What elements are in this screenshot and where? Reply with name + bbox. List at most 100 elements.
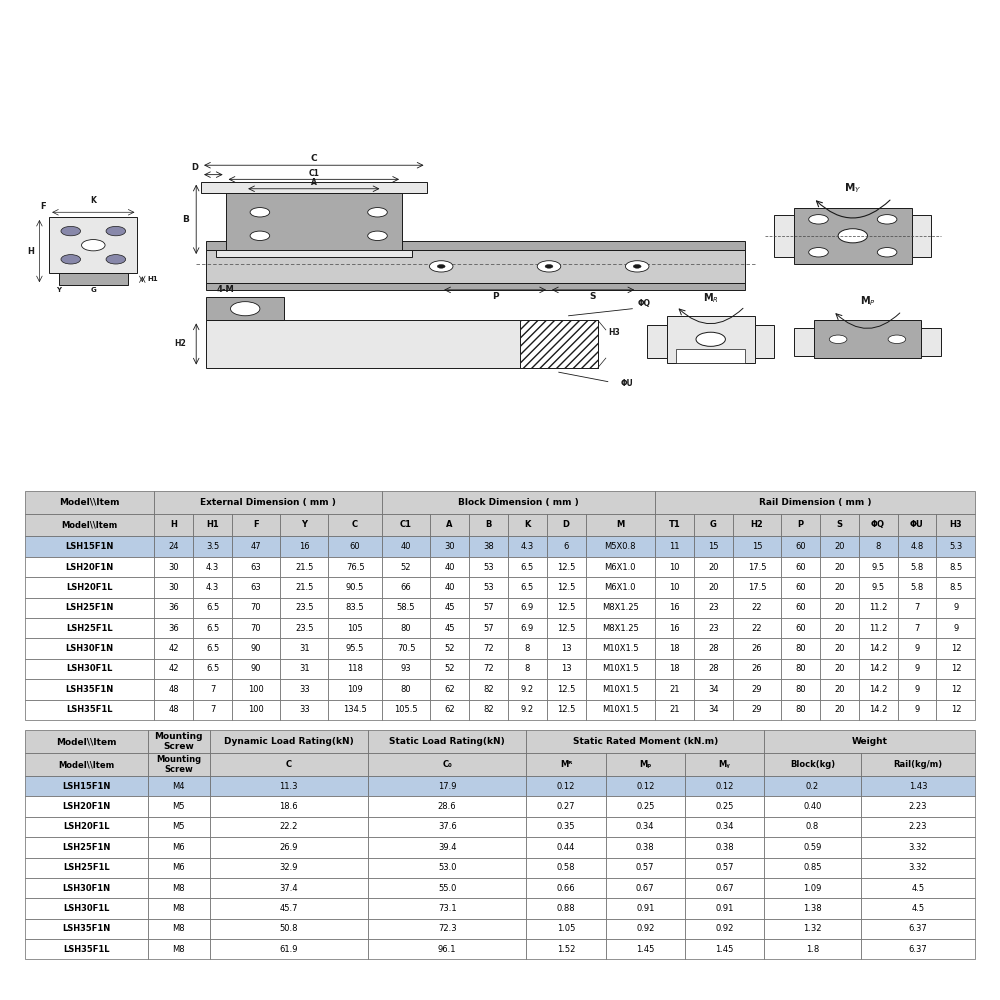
Text: 20: 20 — [834, 664, 844, 673]
Text: 13: 13 — [561, 644, 571, 653]
Bar — [232, 618, 280, 638]
Bar — [861, 837, 975, 858]
Bar — [526, 776, 606, 796]
Text: Mounting
Screw: Mounting Screw — [156, 755, 201, 774]
Text: 0.12: 0.12 — [715, 782, 734, 791]
Bar — [210, 939, 368, 959]
Text: D: D — [191, 163, 198, 172]
Bar — [936, 618, 975, 638]
Text: LSH20F1N: LSH20F1N — [62, 802, 110, 811]
Bar — [655, 557, 694, 577]
Bar — [154, 618, 193, 638]
Bar — [733, 598, 781, 618]
Text: 62: 62 — [444, 685, 455, 694]
Text: 105: 105 — [347, 624, 363, 633]
Bar — [586, 557, 655, 577]
Bar — [25, 858, 148, 878]
Text: 0.44: 0.44 — [557, 843, 575, 852]
Text: 23.5: 23.5 — [295, 624, 313, 633]
Circle shape — [61, 226, 81, 236]
Bar — [586, 514, 655, 536]
Text: 28: 28 — [708, 664, 719, 673]
Bar — [148, 817, 210, 837]
Bar — [154, 659, 193, 679]
Text: Static Load Rating(kN): Static Load Rating(kN) — [389, 737, 505, 746]
Bar — [814, 320, 921, 358]
Text: 34: 34 — [708, 685, 719, 694]
Bar — [547, 598, 586, 618]
Text: H1: H1 — [147, 276, 158, 282]
Text: M$_Y$: M$_Y$ — [844, 181, 861, 195]
Bar — [694, 618, 733, 638]
Bar — [25, 618, 154, 638]
Bar — [936, 638, 975, 659]
Bar — [232, 577, 280, 598]
Bar — [25, 919, 148, 939]
Circle shape — [82, 240, 105, 251]
Bar — [781, 577, 820, 598]
Text: C: C — [352, 520, 358, 529]
Text: M8: M8 — [172, 884, 185, 893]
Text: 90: 90 — [251, 664, 261, 673]
Bar — [508, 577, 547, 598]
Text: 12.5: 12.5 — [557, 603, 575, 612]
Bar — [781, 700, 820, 720]
Bar — [898, 700, 936, 720]
Bar — [547, 638, 586, 659]
Circle shape — [106, 226, 126, 236]
Bar — [764, 878, 861, 898]
Text: M8: M8 — [172, 945, 185, 954]
Text: 30: 30 — [168, 563, 179, 572]
Bar — [655, 514, 694, 536]
Text: 18.6: 18.6 — [279, 802, 298, 811]
Bar — [154, 638, 193, 659]
Circle shape — [106, 255, 126, 264]
Text: 0.12: 0.12 — [557, 782, 575, 791]
Text: 15: 15 — [752, 542, 762, 551]
Text: 2.23: 2.23 — [909, 802, 927, 811]
Text: 15: 15 — [708, 542, 719, 551]
Text: A: A — [311, 178, 317, 187]
Text: 9.5: 9.5 — [872, 583, 885, 592]
Text: 20: 20 — [834, 542, 844, 551]
Text: 17.5: 17.5 — [748, 563, 766, 572]
Text: H3: H3 — [950, 520, 962, 529]
Text: M8: M8 — [172, 904, 185, 913]
Circle shape — [250, 208, 270, 217]
Bar — [859, 598, 898, 618]
Text: 8.5: 8.5 — [949, 583, 962, 592]
Bar — [586, 618, 655, 638]
Bar — [469, 577, 508, 598]
Bar — [781, 638, 820, 659]
Bar — [206, 250, 745, 283]
Text: 13: 13 — [561, 664, 571, 673]
Bar — [382, 577, 430, 598]
Bar — [861, 858, 975, 878]
Bar — [280, 679, 328, 700]
Text: 14.2: 14.2 — [869, 644, 887, 653]
Text: 3.32: 3.32 — [909, 863, 927, 872]
Text: G: G — [710, 520, 717, 529]
Circle shape — [877, 248, 897, 257]
Bar — [201, 182, 426, 193]
Bar — [148, 837, 210, 858]
Bar — [676, 349, 745, 363]
Bar — [685, 858, 764, 878]
Bar — [280, 536, 328, 557]
Bar — [733, 557, 781, 577]
Bar — [820, 536, 859, 557]
Text: 42: 42 — [168, 664, 179, 673]
Bar — [526, 878, 606, 898]
Text: 20: 20 — [834, 705, 844, 714]
Text: 0.12: 0.12 — [636, 782, 654, 791]
Text: 20: 20 — [708, 583, 719, 592]
Bar — [936, 598, 975, 618]
Text: 37.6: 37.6 — [438, 822, 457, 831]
Bar — [328, 514, 382, 536]
Text: 20: 20 — [834, 563, 844, 572]
Text: 80: 80 — [401, 624, 411, 633]
Bar — [508, 618, 547, 638]
Bar — [685, 837, 764, 858]
Bar — [280, 700, 328, 720]
Bar — [694, 577, 733, 598]
